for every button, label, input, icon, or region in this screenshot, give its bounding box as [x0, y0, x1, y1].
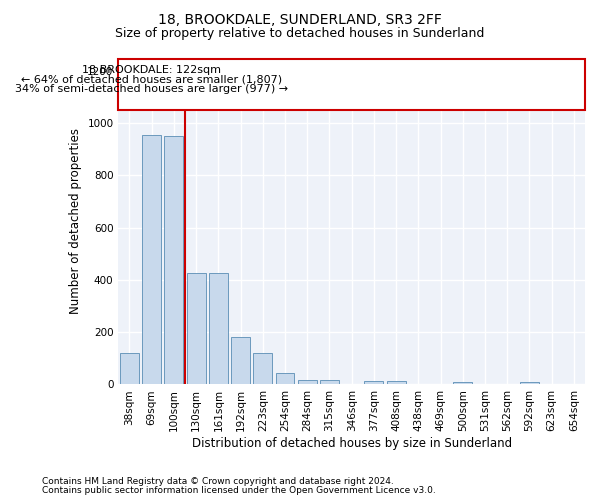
Bar [142, 134, 161, 384]
Text: Contains HM Land Registry data © Crown copyright and database right 2024.: Contains HM Land Registry data © Crown c… [42, 477, 394, 486]
Text: 18, BROOKDALE, SUNDERLAND, SR3 2FF: 18, BROOKDALE, SUNDERLAND, SR3 2FF [158, 12, 442, 26]
Text: 18 BROOKDALE: 122sqm: 18 BROOKDALE: 122sqm [82, 66, 221, 76]
Bar [364, 380, 383, 384]
Bar [520, 382, 539, 384]
Bar [454, 382, 472, 384]
Bar [253, 353, 272, 384]
Text: Contains public sector information licensed under the Open Government Licence v3: Contains public sector information licen… [42, 486, 436, 495]
X-axis label: Distribution of detached houses by size in Sunderland: Distribution of detached houses by size … [191, 437, 512, 450]
Bar [231, 338, 250, 384]
Bar [320, 380, 339, 384]
Bar [120, 353, 139, 384]
Y-axis label: Number of detached properties: Number of detached properties [68, 128, 82, 314]
Bar [209, 272, 228, 384]
FancyBboxPatch shape [118, 59, 585, 110]
Text: 34% of semi-detached houses are larger (977) →: 34% of semi-detached houses are larger (… [15, 84, 288, 94]
Text: Size of property relative to detached houses in Sunderland: Size of property relative to detached ho… [115, 28, 485, 40]
Bar [187, 272, 206, 384]
Bar [275, 373, 295, 384]
Bar [386, 380, 406, 384]
Bar [298, 380, 317, 384]
Text: ← 64% of detached houses are smaller (1,807): ← 64% of detached houses are smaller (1,… [21, 74, 282, 85]
Bar [164, 136, 184, 384]
